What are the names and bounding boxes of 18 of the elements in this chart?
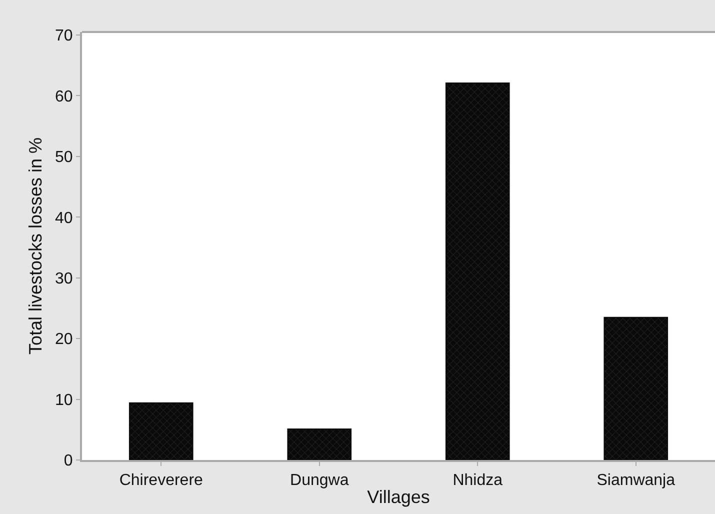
x-tick-label: Nhidza [452,472,503,490]
y-tick-label: 0 [64,452,73,470]
y-axis-title: Total livestocks losses in % [26,137,46,355]
bar [128,402,194,460]
x-tick-label: Siamwanja [596,472,676,490]
y-tick-label: 40 [55,210,73,227]
y-tick-label: 70 [55,28,73,45]
bar [445,82,510,460]
x-tick-label: Dungwa [290,472,349,490]
x-axis-title: Villages [367,486,430,507]
bar [287,428,352,460]
y-tick-label: 20 [55,331,73,348]
y-tick-label: 10 [55,392,73,409]
y-tick-label: 50 [55,149,73,166]
y-tick-label: 60 [55,88,73,106]
bar [604,316,668,460]
x-tick-label: Chireverere [119,472,204,490]
y-tick-label: 30 [55,270,73,288]
